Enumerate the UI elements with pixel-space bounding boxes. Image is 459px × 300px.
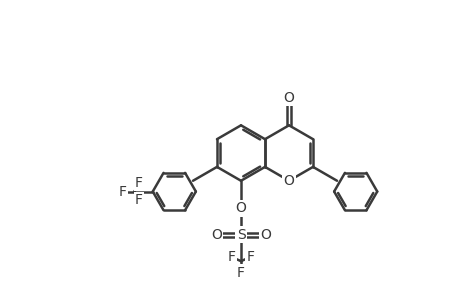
Text: O: O (211, 228, 222, 242)
Text: F: F (246, 250, 254, 264)
Text: F: F (118, 184, 127, 199)
Text: S: S (236, 228, 245, 242)
Text: F: F (236, 266, 245, 280)
Text: F: F (135, 176, 143, 190)
Text: O: O (259, 228, 270, 242)
Text: O: O (283, 174, 294, 188)
Text: O: O (283, 91, 294, 105)
Text: F: F (227, 250, 235, 264)
Text: O: O (235, 202, 246, 215)
Text: F: F (135, 193, 143, 207)
